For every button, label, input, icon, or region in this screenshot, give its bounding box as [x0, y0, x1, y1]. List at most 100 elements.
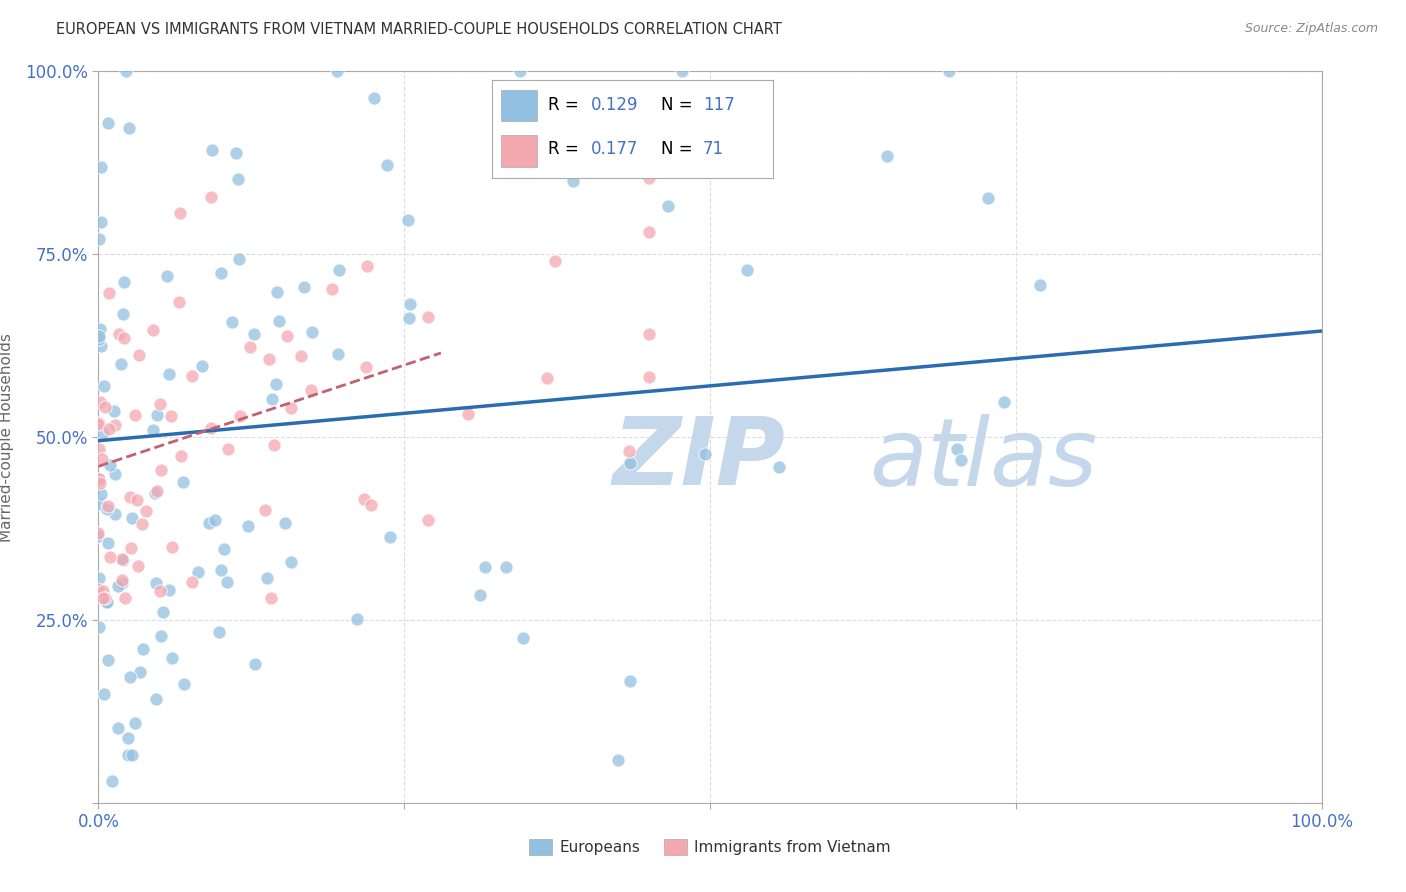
- Point: [228, 252, 250, 266]
- Point: [269, 313, 291, 327]
- Point: [326, 64, 349, 78]
- Point: [111, 308, 134, 322]
- Point: [104, 507, 127, 521]
- Point: [262, 392, 284, 406]
- Point: [114, 591, 136, 605]
- Point: [693, 447, 716, 461]
- Point: [149, 584, 172, 599]
- Point: [152, 605, 174, 619]
- Point: [619, 444, 641, 458]
- Point: [356, 259, 378, 273]
- Point: [200, 189, 222, 203]
- Point: [89, 395, 111, 409]
- Point: [94, 595, 117, 609]
- Point: [200, 420, 222, 434]
- Point: [87, 471, 110, 485]
- Point: [346, 612, 368, 626]
- Text: N =: N =: [661, 140, 697, 158]
- Point: [150, 629, 173, 643]
- Point: [132, 642, 155, 657]
- Point: [90, 160, 112, 174]
- Point: [125, 492, 148, 507]
- Point: [619, 673, 641, 688]
- Point: [396, 212, 419, 227]
- Point: [266, 285, 288, 299]
- Point: [363, 90, 385, 104]
- Point: [107, 326, 129, 341]
- Point: [416, 310, 439, 324]
- Point: [671, 64, 693, 78]
- Point: [98, 458, 121, 472]
- Point: [104, 467, 127, 482]
- Point: [89, 442, 111, 457]
- Point: [124, 716, 146, 731]
- Point: [124, 408, 146, 422]
- Point: [557, 143, 579, 157]
- Point: [353, 491, 375, 506]
- Point: [90, 339, 112, 353]
- Text: 117: 117: [703, 96, 735, 114]
- Point: [209, 266, 232, 280]
- Text: ZIP: ZIP: [612, 413, 785, 505]
- Point: [290, 349, 312, 363]
- Point: [96, 595, 118, 609]
- Point: [470, 588, 492, 602]
- Point: [657, 199, 679, 213]
- Point: [142, 423, 165, 437]
- Point: [399, 296, 422, 310]
- Point: [1029, 278, 1052, 293]
- Point: [87, 416, 110, 430]
- Point: [221, 315, 243, 329]
- Point: [145, 484, 167, 499]
- Point: [938, 64, 960, 78]
- Point: [239, 340, 262, 354]
- Point: [474, 560, 496, 574]
- Point: [145, 576, 167, 591]
- FancyBboxPatch shape: [501, 90, 537, 121]
- Point: [118, 120, 141, 135]
- Point: [257, 351, 280, 366]
- Point: [259, 591, 281, 605]
- Point: [543, 254, 565, 268]
- Point: [143, 486, 166, 500]
- Point: [209, 563, 232, 577]
- Point: [89, 322, 111, 336]
- Point: [150, 463, 173, 477]
- Point: [127, 559, 149, 574]
- Point: [208, 624, 231, 639]
- Text: Source: ZipAtlas.com: Source: ZipAtlas.com: [1244, 22, 1378, 36]
- Point: [354, 359, 377, 374]
- Point: [90, 215, 112, 229]
- Point: [112, 276, 135, 290]
- Point: [97, 285, 120, 300]
- Y-axis label: Married-couple Households: Married-couple Households: [0, 333, 14, 541]
- Text: R =: R =: [548, 140, 585, 158]
- Point: [98, 550, 121, 565]
- Point: [637, 369, 661, 384]
- Point: [217, 442, 239, 457]
- Point: [993, 394, 1015, 409]
- Point: [93, 379, 115, 393]
- Point: [128, 348, 150, 362]
- Point: [111, 575, 134, 590]
- Point: [169, 206, 191, 220]
- Point: [637, 226, 661, 240]
- Text: N =: N =: [661, 96, 697, 114]
- Point: [167, 294, 190, 309]
- Legend: Europeans, Immigrants from Vietnam: Europeans, Immigrants from Vietnam: [523, 833, 897, 861]
- Point: [97, 116, 120, 130]
- Point: [217, 574, 239, 589]
- Point: [155, 268, 177, 283]
- Point: [375, 158, 398, 172]
- Point: [204, 513, 226, 527]
- Point: [160, 540, 183, 554]
- Point: [236, 518, 259, 533]
- Point: [115, 64, 138, 78]
- FancyBboxPatch shape: [501, 136, 537, 167]
- Point: [157, 367, 180, 381]
- Point: [114, 331, 136, 345]
- Point: [117, 731, 139, 745]
- Point: [135, 504, 157, 518]
- Text: R =: R =: [548, 96, 585, 114]
- Point: [301, 325, 323, 339]
